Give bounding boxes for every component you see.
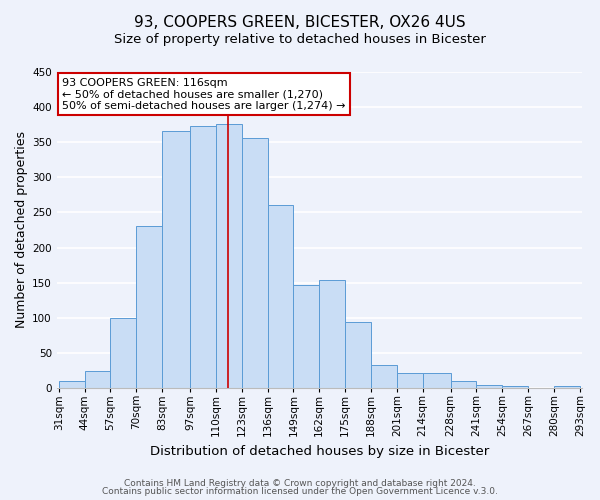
- Bar: [293, 285, 319, 389]
- Bar: [59, 382, 85, 388]
- Bar: [190, 126, 216, 388]
- Bar: [502, 386, 528, 388]
- Bar: [242, 138, 268, 388]
- Bar: [371, 364, 397, 388]
- Bar: [136, 226, 162, 388]
- Bar: [162, 132, 190, 388]
- Text: 93 COOPERS GREEN: 116sqm
← 50% of detached houses are smaller (1,270)
50% of sem: 93 COOPERS GREEN: 116sqm ← 50% of detach…: [62, 78, 346, 111]
- Bar: [422, 373, 451, 388]
- Bar: [451, 382, 476, 388]
- Bar: [216, 124, 242, 388]
- Bar: [397, 373, 422, 388]
- Bar: [268, 206, 293, 388]
- Text: Size of property relative to detached houses in Bicester: Size of property relative to detached ho…: [114, 32, 486, 46]
- Bar: [85, 371, 110, 388]
- Bar: [554, 386, 580, 388]
- Y-axis label: Number of detached properties: Number of detached properties: [15, 132, 28, 328]
- Bar: [476, 385, 502, 388]
- Bar: [345, 322, 371, 388]
- X-axis label: Distribution of detached houses by size in Bicester: Distribution of detached houses by size …: [149, 444, 489, 458]
- Bar: [110, 318, 136, 388]
- Text: 93, COOPERS GREEN, BICESTER, OX26 4US: 93, COOPERS GREEN, BICESTER, OX26 4US: [134, 15, 466, 30]
- Text: Contains public sector information licensed under the Open Government Licence v.: Contains public sector information licen…: [102, 487, 498, 496]
- Text: Contains HM Land Registry data © Crown copyright and database right 2024.: Contains HM Land Registry data © Crown c…: [124, 478, 476, 488]
- Bar: [319, 280, 345, 388]
